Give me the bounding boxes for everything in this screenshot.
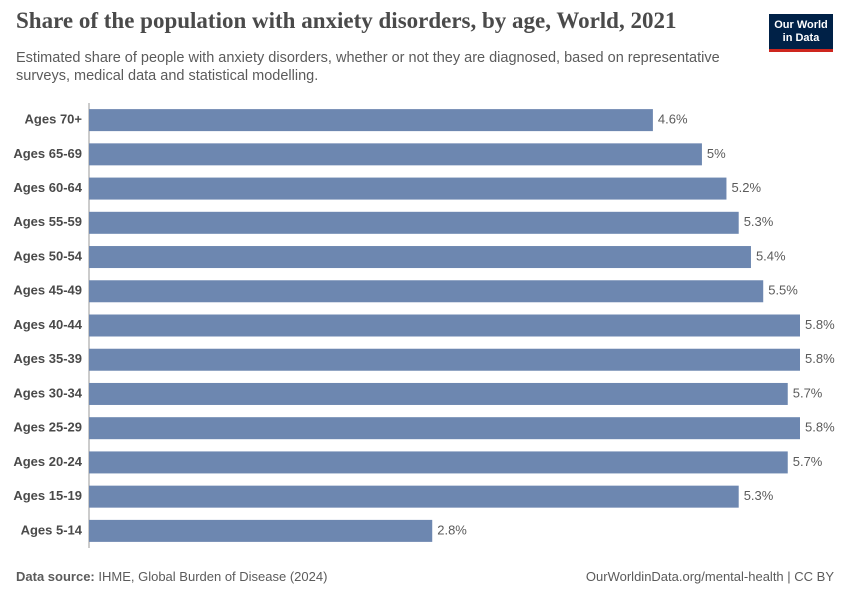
bar xyxy=(89,451,788,474)
bar xyxy=(89,314,800,337)
bar xyxy=(89,211,739,234)
category-label: Ages 55-59 xyxy=(13,214,82,229)
value-label: 5.7% xyxy=(793,454,823,469)
bar xyxy=(89,348,800,371)
source: IHME, Global Burden of Disease (2024) xyxy=(98,569,328,584)
value-label: 5.5% xyxy=(768,283,798,298)
source-label: Data source: xyxy=(16,569,95,584)
value-label: 5% xyxy=(707,146,726,161)
footer-source: Data source: IHME, Global Burden of Dise… xyxy=(16,569,327,584)
bar xyxy=(89,109,653,132)
bar xyxy=(89,246,751,269)
value-label: 5.2% xyxy=(731,180,761,195)
category-label: Ages 5-14 xyxy=(21,522,83,537)
bar xyxy=(89,382,788,405)
category-label: Ages 60-64 xyxy=(13,180,82,195)
chart: Ages 70+ 4.6% Ages 65-69 5% Ages 60-64 5.2% Ag… xyxy=(13,103,835,548)
category-label: Ages 25-29 xyxy=(13,420,82,435)
value-label: 2.8% xyxy=(437,522,467,537)
category-label: Ages 50-54 xyxy=(13,248,82,263)
value-label: 5.8% xyxy=(805,351,835,366)
chart-title: Share of the population with anxiety dis… xyxy=(16,8,677,33)
category-label: Ages 30-34 xyxy=(13,385,82,400)
logo[interactable]: Our World in Data xyxy=(769,14,833,52)
value-label: 5.8% xyxy=(805,317,835,332)
chart-subtitle: Estimated share of people with anxiety d… xyxy=(16,50,720,84)
category-label: Ages 15-19 xyxy=(13,488,82,503)
value-label: 5.3% xyxy=(744,488,774,503)
value-label: 5.8% xyxy=(805,420,835,435)
category-label: Ages 70+ xyxy=(25,112,83,127)
category-label: Ages 35-39 xyxy=(13,351,82,366)
bar xyxy=(89,143,702,166)
bar xyxy=(89,280,764,303)
value-label: 4.6% xyxy=(658,112,688,127)
bar xyxy=(89,519,433,542)
category-label: Ages 45-49 xyxy=(13,283,82,298)
bar xyxy=(89,177,727,200)
category-label: Ages 65-69 xyxy=(13,146,82,161)
bar xyxy=(89,417,800,440)
category-label: Ages 40-44 xyxy=(13,317,82,332)
bar xyxy=(89,485,739,508)
footer-credit[interactable]: OurWorldinData.org/mental-health | CC BY xyxy=(585,569,834,584)
value-label: 5.7% xyxy=(793,385,823,400)
category-label: Ages 20-24 xyxy=(13,454,82,469)
value-label: 5.4% xyxy=(756,248,786,263)
value-label: 5.3% xyxy=(744,214,774,229)
